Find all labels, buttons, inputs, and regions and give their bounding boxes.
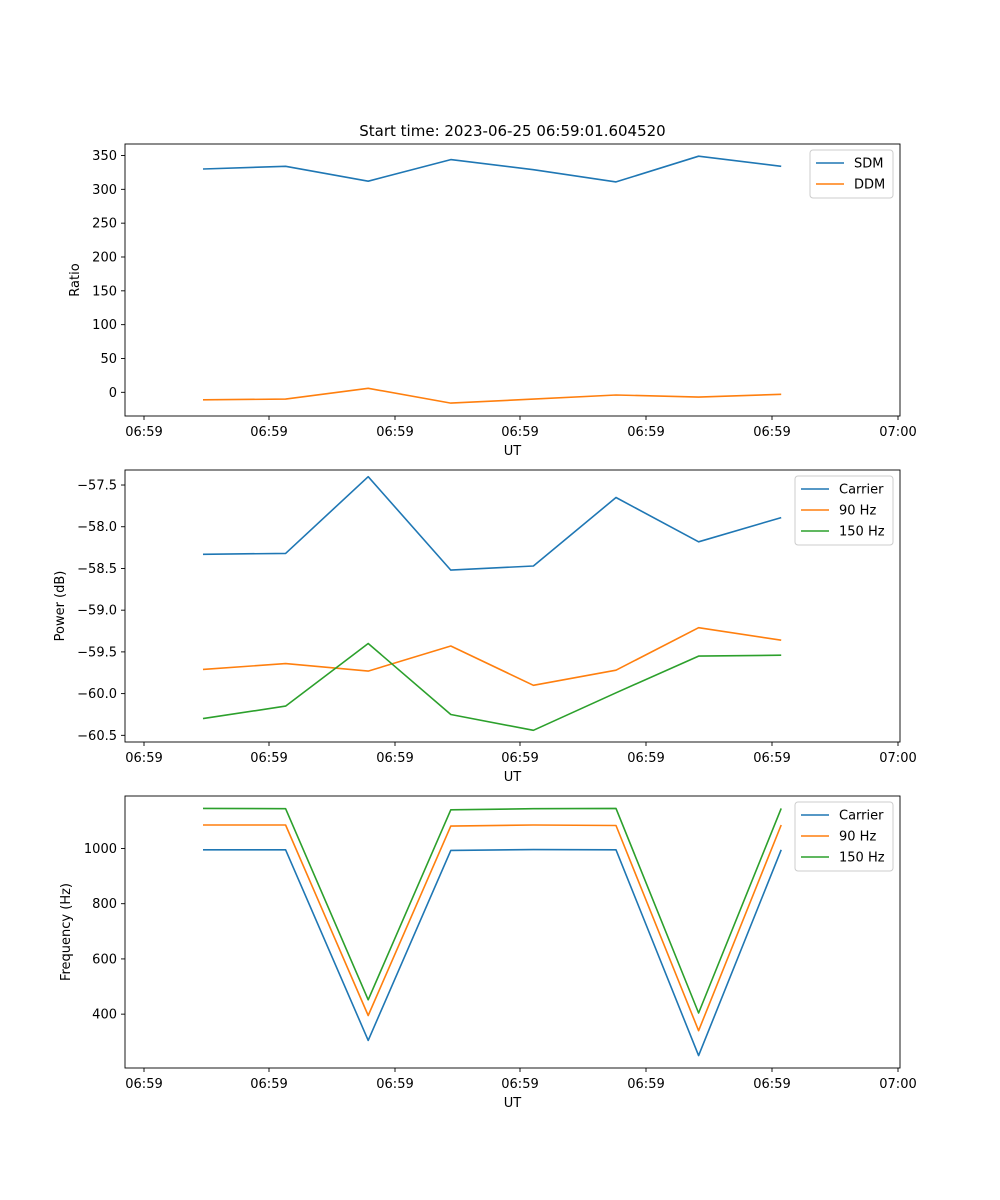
- y-tick-label: 800: [92, 897, 117, 912]
- y-tick-label: 400: [92, 1008, 117, 1023]
- x-tick-label: 06:59: [125, 1077, 162, 1092]
- legend-box: [794, 801, 894, 872]
- x-tick-label: 07:00: [879, 751, 916, 766]
- y-tick-label: −58.5: [77, 562, 117, 577]
- x-tick-label: 06:59: [376, 1077, 413, 1092]
- series-line-90-hz: [202, 626, 782, 687]
- x-axis-label: UT: [504, 1096, 522, 1111]
- y-tick-label: −58.0: [77, 520, 117, 535]
- x-tick-label: 06:59: [753, 1077, 790, 1092]
- subplot-3: 06:59 06:59 06:59 06:59 06:59 06:59 07:00 400 60…: [59, 795, 917, 1111]
- subplot-2: 06:59 06:59 06:59 06:59 06:59 06:59 07:00 −60.5…: [53, 469, 917, 785]
- x-tick-label: 06:59: [627, 751, 664, 766]
- y-tick-label: −57.5: [77, 479, 117, 494]
- x-tick-label: 06:59: [376, 425, 413, 440]
- y-tick-label: 300: [92, 183, 117, 198]
- axes-frame: [124, 143, 901, 417]
- y-tick-label: 250: [92, 217, 117, 232]
- series-line-sdm: [202, 155, 782, 183]
- y-tick-label: 600: [92, 952, 117, 967]
- legend: Carrier 90 Hz 150 Hz: [794, 475, 894, 546]
- series-line-150-hz: [202, 807, 782, 1014]
- y-tick-label: −60.0: [77, 687, 117, 702]
- legend-entry: 150 Hz: [839, 851, 885, 866]
- legend-box: [794, 475, 894, 546]
- y-tick-label: 150: [92, 284, 117, 299]
- x-tick-label: 06:59: [501, 751, 538, 766]
- x-tick-label: 06:59: [753, 751, 790, 766]
- legend-entry: 150 Hz: [839, 525, 885, 540]
- series-line-90-hz: [203, 824, 782, 1032]
- x-axis-label: UT: [504, 444, 522, 459]
- x-tick-label: 07:00: [879, 425, 916, 440]
- axes-frame: [124, 469, 901, 743]
- y-tick-label: −59.5: [77, 645, 117, 660]
- subplot-1: 06:59 06:59 06:59 06:59 06:59 06:59 07:00 0 50 10…: [68, 143, 917, 459]
- legend-entry: Carrier: [839, 809, 884, 824]
- legend-entry: 90 Hz: [839, 830, 876, 845]
- x-tick-label: 06:59: [250, 751, 287, 766]
- legend-entry: DDM: [854, 178, 885, 193]
- series-line-ddm: [202, 387, 782, 404]
- y-axis-label: Frequency (Hz): [59, 883, 74, 981]
- x-tick-label: 06:59: [376, 751, 413, 766]
- y-tick-label: 0: [109, 386, 117, 401]
- y-tick-label: 100: [92, 318, 117, 333]
- y-tick-label: −60.5: [77, 729, 117, 744]
- y-axis-label: Ratio: [68, 263, 83, 296]
- y-axis-label: Power (dB): [53, 571, 68, 642]
- x-tick-label: 06:59: [501, 425, 538, 440]
- chart-title: Start time: 2023-06-25 06:59:01.604520: [359, 122, 665, 140]
- x-tick-label: 06:59: [753, 425, 790, 440]
- x-axis-label: UT: [504, 770, 522, 785]
- x-tick-label: 07:00: [879, 1077, 916, 1092]
- axes-frame: [124, 795, 901, 1069]
- x-tick-label: 06:59: [627, 1077, 664, 1092]
- y-tick-label: 350: [92, 149, 117, 164]
- series-line-carrier: [203, 848, 782, 1057]
- y-tick-label: −59.0: [77, 604, 117, 619]
- x-tick-label: 06:59: [501, 1077, 538, 1092]
- legend: Carrier 90 Hz 150 Hz: [794, 801, 894, 872]
- series-line-150-hz: [202, 642, 782, 732]
- y-tick-label: 1000: [84, 842, 117, 857]
- x-tick-label: 06:59: [125, 751, 162, 766]
- series-line-carrier: [202, 475, 782, 571]
- y-tick-label: 50: [100, 352, 117, 367]
- x-tick-label: 06:59: [125, 425, 162, 440]
- legend-entry: Carrier: [839, 483, 884, 498]
- x-tick-label: 06:59: [250, 425, 287, 440]
- legend-entry: SDM: [854, 157, 883, 172]
- legend-box: [809, 149, 894, 199]
- x-tick-label: 06:59: [250, 1077, 287, 1092]
- legend-entry: 90 Hz: [839, 504, 876, 519]
- x-tick-label: 06:59: [627, 425, 664, 440]
- y-tick-label: 200: [92, 250, 117, 265]
- legend: SDM DDM: [809, 149, 894, 199]
